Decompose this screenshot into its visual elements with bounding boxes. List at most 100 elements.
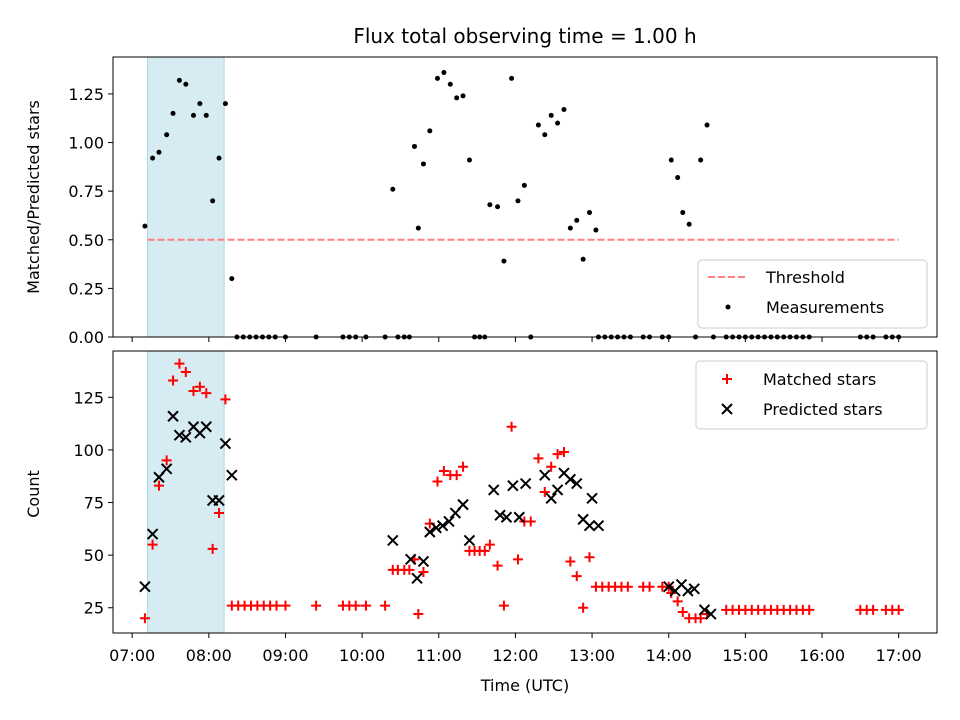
matched-point — [153, 480, 164, 491]
measurement-point — [164, 132, 170, 138]
bottom-x-tick-label: 13:00 — [569, 646, 615, 665]
top-y-tick-label: 1.00 — [68, 134, 104, 153]
predicted-point — [436, 519, 449, 532]
measurement-point — [698, 157, 704, 163]
matched-point — [578, 602, 589, 613]
bottom-y-tick-label: 75 — [84, 494, 104, 513]
measurement-point — [222, 101, 228, 107]
measurement-point — [580, 256, 586, 262]
predicted-point — [500, 511, 513, 523]
matched-point — [214, 508, 225, 519]
top-y-tick-label: 0.75 — [68, 182, 104, 201]
predicted-point — [417, 555, 430, 568]
predicted-point — [583, 519, 596, 532]
predicted-point — [411, 572, 423, 584]
bottom-axes-frame — [112, 350, 938, 634]
bottom-x-tick-label: 09:00 — [262, 646, 308, 665]
bottom-y-tick-label: 25 — [84, 599, 104, 618]
bottom-x-tick-label: 15:00 — [722, 646, 768, 665]
matched-point — [147, 539, 158, 550]
predicted-point — [139, 580, 151, 593]
matched-point — [868, 604, 879, 615]
predicted-point — [443, 515, 455, 528]
measurement-point — [548, 112, 554, 118]
measurement-point — [142, 223, 148, 229]
top-y-axis: 0.00 0.25 0.50 0.75 1.00 1.25 — [68, 85, 113, 347]
bottom-y-axis-label: Count — [24, 470, 43, 518]
legend-matched-label: Matched stars — [763, 370, 876, 389]
bottom-x-tick-label: 08:00 — [186, 646, 232, 665]
bottom-y-tick-label: 100 — [73, 441, 104, 460]
matched-point — [271, 600, 282, 611]
matched-point — [180, 367, 191, 378]
bottom-x-tick-label: 07:00 — [109, 646, 155, 665]
shaded-interval — [146, 350, 225, 634]
predicted-point — [213, 494, 225, 507]
bottom-x-tick-label: 16:00 — [799, 646, 845, 665]
predicted-point — [160, 463, 173, 475]
matched-point — [207, 543, 218, 554]
measurement-point — [441, 70, 447, 76]
predicted-point — [705, 608, 717, 620]
matched-point — [458, 461, 469, 472]
bottom-shaded-interval — [146, 350, 225, 634]
measurement-point — [668, 157, 674, 163]
predicted-point — [698, 604, 711, 616]
measurement-point — [183, 81, 189, 87]
predicted-point — [424, 526, 436, 538]
bottom-y-tick-label: 125 — [73, 388, 104, 407]
chart-title: Flux total observing time = 1.00 h — [353, 24, 696, 48]
measurement-point — [415, 225, 421, 231]
matched-point — [893, 604, 904, 615]
legend-predicted-marker — [721, 403, 733, 415]
matched-point — [139, 613, 150, 624]
predicted-point — [173, 429, 186, 441]
measurement-point — [587, 210, 593, 216]
matched-point — [360, 600, 371, 611]
bottom-matched-points — [139, 358, 904, 624]
predicted-point — [592, 519, 605, 532]
measurement-point — [170, 110, 176, 116]
predicted-point — [571, 477, 583, 490]
matched-point — [484, 539, 495, 550]
predicted-point — [200, 421, 212, 433]
measurement-point — [420, 161, 426, 167]
bottom-x-tick-label: 12:00 — [492, 646, 538, 665]
matched-point — [804, 604, 815, 615]
predicted-point — [545, 492, 557, 505]
measurement-point — [487, 202, 493, 208]
legend-measurements-label: Measurements — [766, 298, 884, 317]
predicted-point — [688, 583, 700, 595]
top-y-tick-label: 0.00 — [68, 328, 104, 347]
bottom-legend-box — [695, 360, 928, 430]
measurement-point — [229, 276, 235, 282]
bottom-x-tick-label: 10:00 — [339, 646, 385, 665]
measurement-point — [216, 155, 222, 161]
matched-point — [533, 453, 544, 464]
predicted-point — [494, 509, 506, 521]
bottom-x-tick-label: 14:00 — [646, 646, 692, 665]
bottom-x-tick-label: 17:00 — [876, 646, 922, 665]
matched-point — [404, 564, 415, 575]
measurement-point — [509, 75, 515, 81]
measurement-point — [210, 198, 216, 204]
shaded-interval — [146, 56, 225, 338]
bottom-legend: Matched stars Predicted stars — [695, 360, 928, 430]
predicted-point — [167, 410, 179, 422]
predicted-point — [430, 522, 442, 534]
measurement-point — [150, 155, 156, 161]
predicted-point — [404, 553, 417, 566]
matched-point — [539, 487, 550, 497]
measurement-point — [521, 182, 527, 188]
legend-threshold-label: Threshold — [765, 268, 845, 287]
measurement-point — [542, 132, 548, 138]
measurement-point — [495, 204, 501, 210]
top-axes-frame — [112, 56, 938, 338]
predicted-point — [539, 469, 551, 481]
legend-predicted-label: Predicted stars — [763, 400, 883, 419]
matched-point — [584, 552, 595, 563]
measurement-point — [203, 112, 209, 118]
matched-point — [438, 465, 449, 476]
